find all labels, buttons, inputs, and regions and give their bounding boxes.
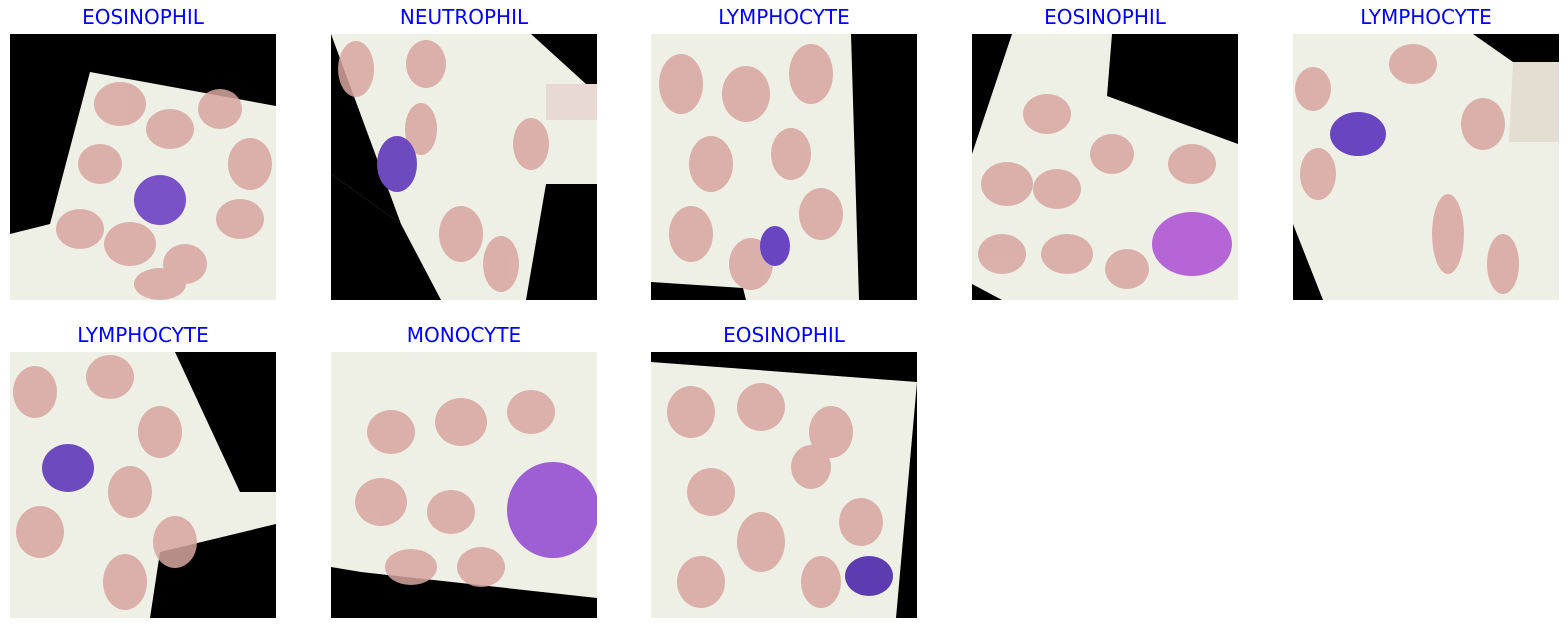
panel-title: EOSINOPHIL	[1044, 5, 1166, 29]
blood-smear-image	[651, 352, 917, 618]
panel-title: LYMPHOCYTE	[718, 5, 850, 29]
blood-smear-image	[972, 34, 1238, 300]
blood-smear-image	[651, 34, 917, 300]
panel-title: MONOCYTE	[406, 323, 522, 347]
blood-smear-image	[331, 34, 597, 300]
blood-smear-image	[10, 34, 276, 300]
panel-title: EOSINOPHIL	[82, 5, 204, 29]
panel-title: EOSINOPHIL	[723, 323, 845, 347]
panel-title: NEUTROPHIL	[399, 5, 529, 29]
blood-smear-image	[10, 352, 276, 618]
blood-smear-image	[331, 352, 597, 618]
panel-title: LYMPHOCYTE	[77, 323, 209, 347]
panel-title: LYMPHOCYTE	[1360, 5, 1492, 29]
blood-smear-image	[1293, 34, 1559, 300]
